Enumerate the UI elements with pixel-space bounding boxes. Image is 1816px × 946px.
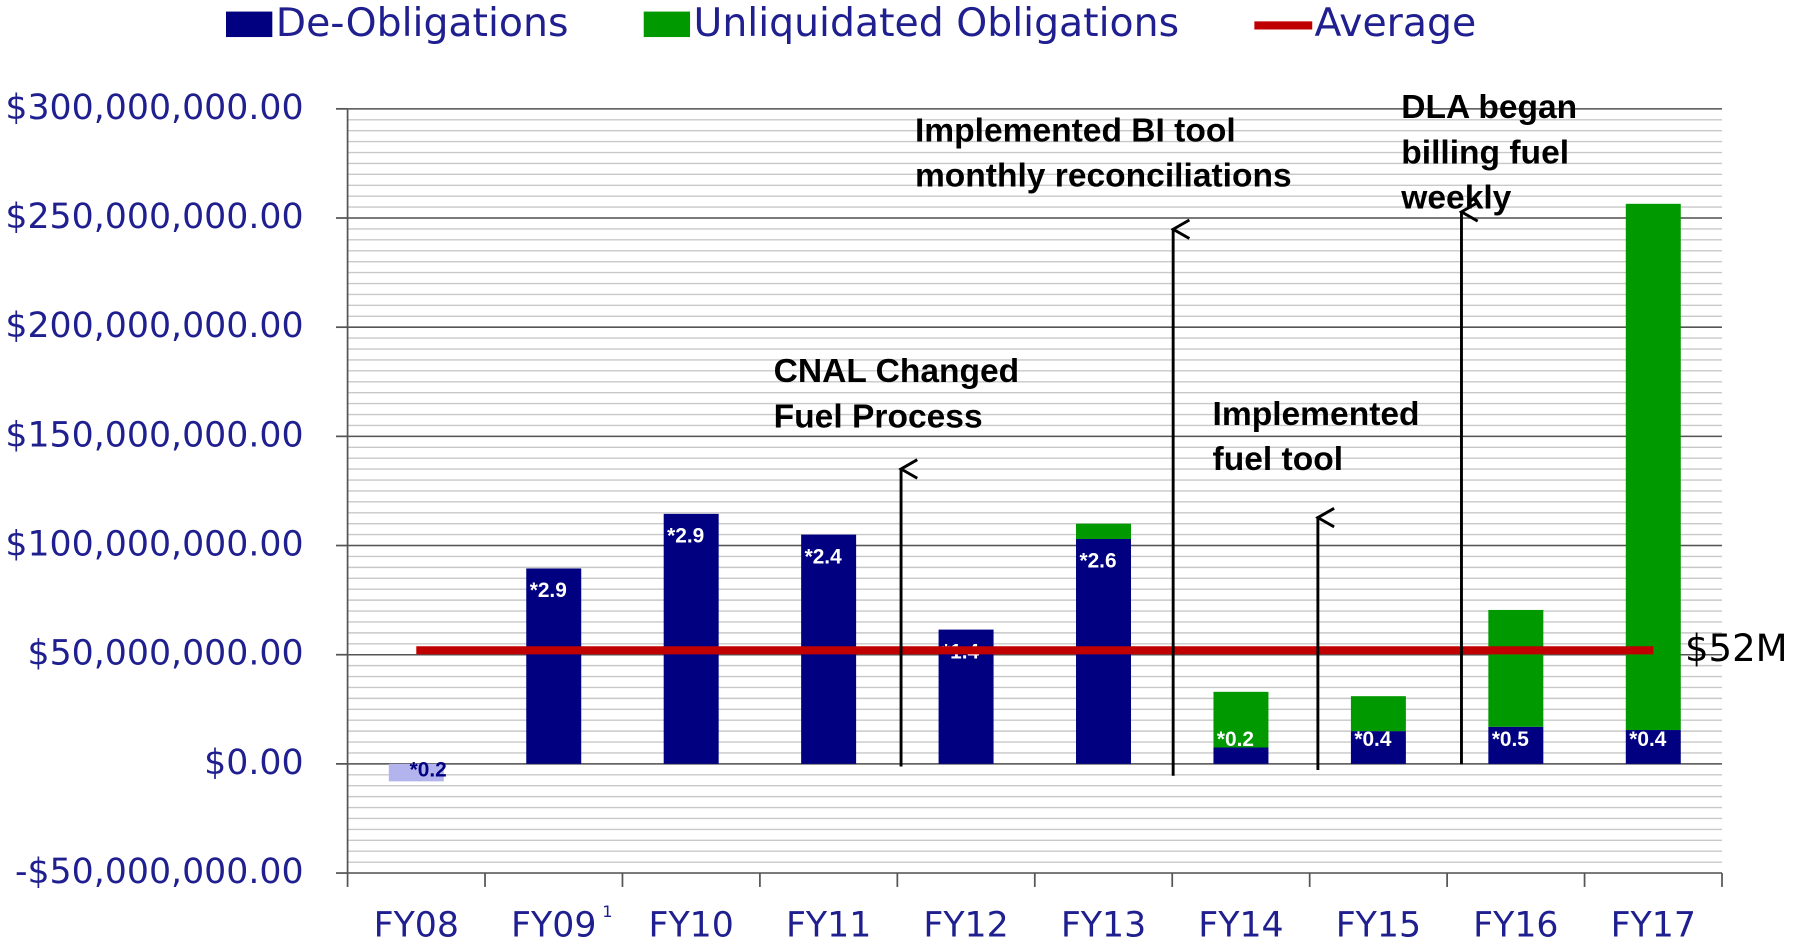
bar-unliquidated bbox=[1213, 691, 1269, 748]
bar-de-obligations bbox=[1488, 726, 1544, 764]
x-tick-label: FY11 bbox=[786, 905, 871, 945]
legend-swatch bbox=[643, 11, 691, 38]
annotation-text: billing fuel bbox=[1401, 134, 1569, 171]
y-tick-label: $150,000,000.00 bbox=[5, 415, 303, 455]
y-tick-label: $100,000,000.00 bbox=[5, 525, 303, 565]
bar-unliquidated bbox=[1488, 609, 1544, 727]
x-tick-label: FY14 bbox=[1198, 905, 1283, 945]
annotation-text: fuel tool bbox=[1213, 441, 1344, 478]
annotation-text: monthly reconciliations bbox=[915, 157, 1292, 194]
data-note: *2.9 bbox=[667, 525, 704, 548]
x-tick-label: FY12 bbox=[923, 905, 1008, 945]
y-tick-label: $300,000,000.00 bbox=[5, 88, 303, 128]
bar-unliquidated bbox=[1076, 523, 1131, 539]
bar-de-obligations bbox=[1350, 731, 1406, 764]
data-note: *0.5 bbox=[1492, 728, 1529, 751]
x-tick-label: FY09 bbox=[511, 905, 596, 945]
y-tick-label: $50,000,000.00 bbox=[27, 634, 303, 674]
annotation-text: DLA began bbox=[1401, 89, 1577, 126]
legend-label: Average bbox=[1315, 0, 1477, 46]
data-note: *0.2 bbox=[1217, 728, 1254, 751]
y-tick-label: -$50,000,000.00 bbox=[15, 852, 304, 892]
bar-de-obligations bbox=[388, 763, 444, 782]
bar-de-obligations bbox=[1625, 730, 1681, 764]
data-note: *2.4 bbox=[805, 545, 842, 568]
data-note: *0.4 bbox=[1629, 728, 1666, 751]
annotation-text: Implemented bbox=[1213, 396, 1420, 433]
annotation-text: CNAL Changed bbox=[774, 353, 1020, 390]
bar-de-obligations bbox=[1213, 747, 1269, 764]
data-note: *2.9 bbox=[530, 579, 567, 602]
data-note: *0.4 bbox=[1354, 728, 1391, 751]
data-note: *0.2 bbox=[410, 758, 447, 781]
x-tick-label: FY13 bbox=[1061, 905, 1146, 945]
x-tick-label: FY10 bbox=[649, 905, 734, 945]
annotation-text: Fuel Process bbox=[774, 398, 983, 435]
x-tick-label: FY15 bbox=[1336, 905, 1421, 945]
annotation-text: weekly bbox=[1400, 179, 1511, 216]
legend-swatch bbox=[226, 11, 273, 38]
y-tick-label: $250,000,000.00 bbox=[5, 197, 303, 237]
x-tick-label: FY08 bbox=[374, 905, 459, 945]
x-tick-label: FY16 bbox=[1473, 905, 1558, 945]
x-tick-footnote: 1 bbox=[602, 902, 612, 921]
legend-label: De-Obligations bbox=[276, 0, 569, 46]
legend-label: Unliquidated Obligations bbox=[694, 0, 1180, 46]
bar-unliquidated bbox=[1350, 696, 1406, 732]
average-label: $52M bbox=[1685, 627, 1788, 670]
y-tick-label: $200,000,000.00 bbox=[5, 306, 303, 346]
x-tick-label: FY17 bbox=[1611, 905, 1696, 945]
y-tick-label: $0.00 bbox=[204, 743, 303, 783]
bar-de-obligations bbox=[526, 568, 582, 764]
data-note: *2.6 bbox=[1079, 550, 1116, 573]
bar-unliquidated bbox=[1625, 203, 1681, 731]
annotation-text: Implemented BI tool bbox=[915, 112, 1236, 149]
bar-de-obligations bbox=[663, 513, 719, 764]
